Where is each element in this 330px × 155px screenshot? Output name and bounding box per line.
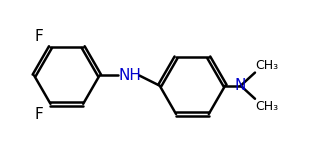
Text: NH: NH bbox=[118, 68, 141, 83]
Text: F: F bbox=[34, 107, 43, 122]
Text: CH₃: CH₃ bbox=[255, 100, 279, 113]
Text: CH₃: CH₃ bbox=[255, 59, 279, 72]
Text: N: N bbox=[235, 78, 247, 93]
Text: F: F bbox=[34, 29, 43, 44]
